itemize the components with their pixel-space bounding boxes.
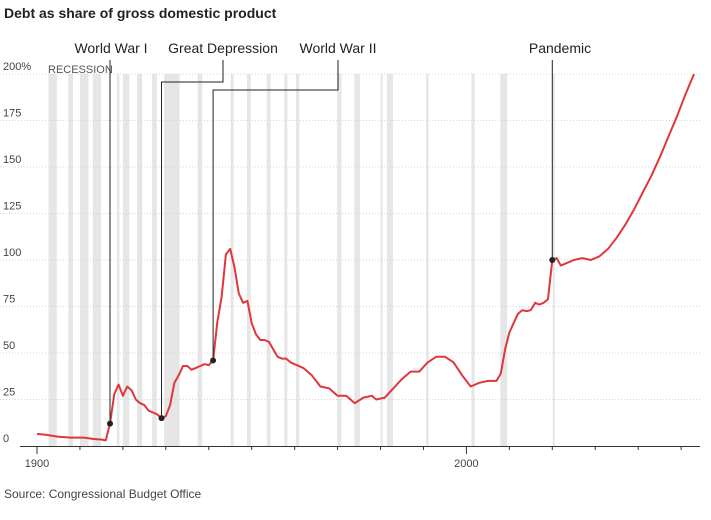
y-tick-label: 200% (3, 61, 31, 73)
debt-series-line (36, 73, 695, 442)
annotation-leader (161, 60, 224, 419)
recession-band (68, 74, 74, 446)
annotation-label: World War II (299, 40, 376, 56)
annotation-label: Great Depression (168, 40, 278, 56)
recession-band (197, 74, 203, 446)
y-tick-label: 125 (3, 201, 21, 213)
source-note: Source: Congressional Budget Office (4, 487, 202, 501)
recession-band (471, 74, 475, 446)
gridlines (0, 73, 700, 400)
y-tick-label: 150 (3, 154, 21, 166)
recession-band (426, 74, 429, 446)
x-tick-label: 2000 (454, 458, 478, 470)
y-tick-label: 50 (3, 340, 15, 352)
series-lines (36, 73, 695, 442)
annotation-dot (549, 257, 556, 263)
x-tick-label: 1900 (25, 458, 49, 470)
recession-band (152, 74, 157, 446)
x-axis: 1900 2000 (20, 446, 700, 470)
chart-title: Debt as share of gross domestic product (4, 5, 277, 21)
annotation-dot (158, 415, 165, 422)
recession-band (500, 74, 508, 446)
annotation-dot (210, 357, 217, 364)
recession-band (266, 74, 271, 446)
recession-band (386, 74, 393, 446)
recession-band (137, 74, 143, 446)
recession-band (116, 74, 120, 446)
y-tick-label: 175 (3, 108, 21, 120)
recession-band (246, 74, 251, 446)
y-axis-tick-labels: 0 25 50 75 100 125 150 175 200% (3, 61, 31, 445)
annotation-dot (107, 420, 113, 427)
annotation-label: World War I (74, 40, 147, 56)
y-tick-label: 100 (3, 247, 21, 259)
y-tick-label: 75 (3, 294, 15, 306)
annotations: World War I Great Depression World War II P… (74, 40, 591, 427)
annotation-label: Pandemic (529, 40, 591, 56)
recession-band (48, 74, 57, 446)
annotation-leader (212, 60, 339, 361)
y-tick-label: 0 (3, 433, 9, 445)
y-tick-label: 25 (3, 387, 15, 399)
recession-label: RECESSION (48, 64, 113, 76)
